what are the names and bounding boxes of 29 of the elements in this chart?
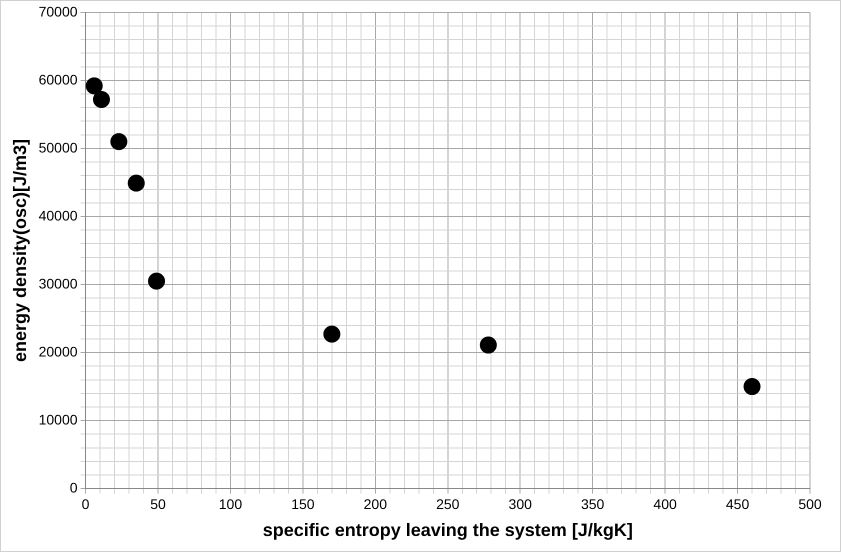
x-tick-label: 350 [580,496,605,512]
y-tick-label: 40000 [38,207,78,224]
point [86,77,103,94]
x-tick-label: 150 [291,496,315,512]
y-axis-title: energy density(osc)[J/m3] [10,138,30,362]
x-tick-label: 300 [508,496,532,512]
x-tick-label: 400 [653,496,677,512]
point [92,90,110,108]
y-tick-label: 50000 [38,139,78,156]
x-tick-label: 450 [726,496,750,512]
y-tick-label: 60000 [38,71,78,88]
point [480,336,497,354]
y-tick-label: 70000 [38,3,78,20]
x-tick-label: 0 [82,496,90,512]
x-tick-label: 200 [364,496,388,512]
point [128,174,145,192]
y-tick-label: 10000 [38,411,78,428]
x-tick-label: 500 [798,496,822,512]
point [744,378,761,396]
x-axis-title: specific entropy leaving the system [J/kgK] [262,520,633,540]
point [110,133,128,150]
x-tick-label: 250 [436,496,460,512]
point [148,272,166,290]
x-tick-label: 100 [218,496,242,512]
point [323,326,340,343]
y-tick-label: 0 [70,479,78,496]
x-tick-label: 50 [150,496,166,512]
y-tick-label: 20000 [38,343,78,360]
y-tick-label: 30000 [38,275,78,292]
